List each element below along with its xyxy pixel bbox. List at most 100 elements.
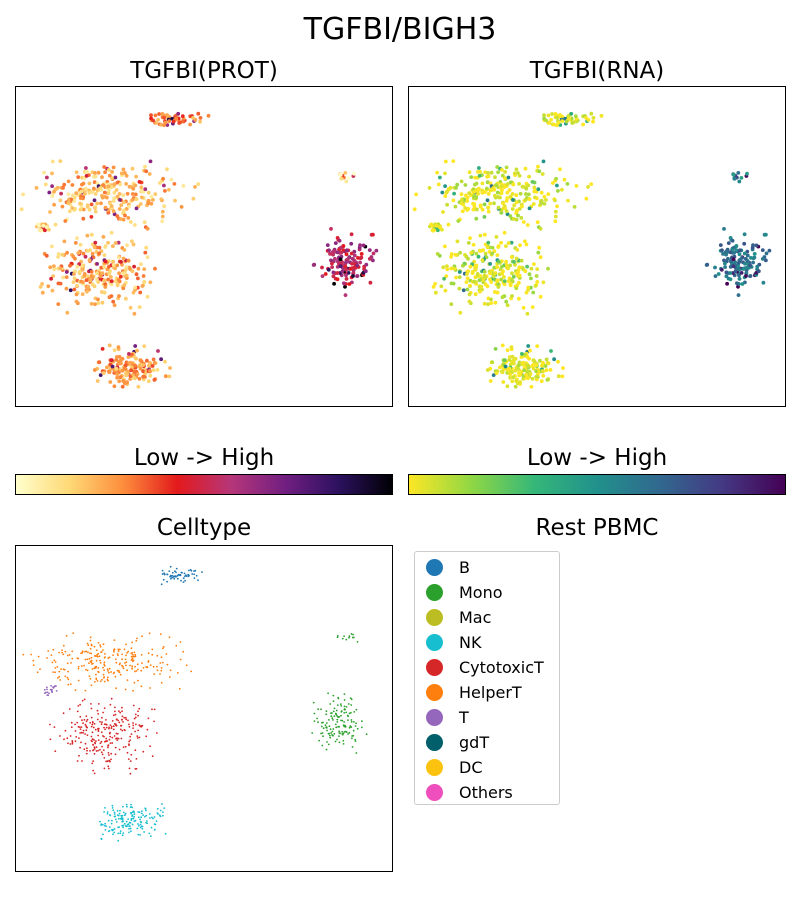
cell-point <box>138 824 140 827</box>
cell-point <box>102 649 104 651</box>
cell-point <box>89 721 92 724</box>
cell-point <box>340 714 342 717</box>
cell-point <box>91 723 94 726</box>
cell-point <box>124 745 127 748</box>
cell-point <box>167 374 172 379</box>
cell-point <box>159 673 161 675</box>
cell-point <box>86 749 88 752</box>
cell-point <box>69 683 72 685</box>
cell-point <box>541 159 546 164</box>
cell-point <box>327 248 331 253</box>
cell-point <box>68 654 71 656</box>
cell-point <box>718 243 723 248</box>
cell-point <box>124 182 128 186</box>
cell-point <box>126 669 128 672</box>
cell-point <box>473 292 478 297</box>
cell-point <box>480 207 485 212</box>
cell-point <box>757 262 762 267</box>
cell-point <box>108 754 110 756</box>
cell-point <box>120 718 123 721</box>
cell-point <box>338 735 340 737</box>
cell-point <box>100 740 103 743</box>
cell-point <box>512 203 517 208</box>
cell-point <box>117 839 120 842</box>
cell-point <box>159 197 164 202</box>
cell-point <box>500 168 504 172</box>
cell-point <box>342 281 346 286</box>
cell-point <box>128 305 133 310</box>
cell-point <box>517 173 522 178</box>
cell-point <box>156 807 159 810</box>
cell-point <box>345 638 348 641</box>
cell-point <box>62 653 65 656</box>
cell-point <box>73 241 78 245</box>
cell-point <box>78 754 80 757</box>
cell-point <box>185 575 188 577</box>
cell-point <box>86 284 91 289</box>
cell-point <box>143 164 147 169</box>
cell-point <box>469 175 474 179</box>
cell-point <box>320 265 324 270</box>
cell-point <box>107 830 110 833</box>
cell-point <box>187 575 190 578</box>
cell-point <box>341 730 344 733</box>
legend-label: Mono <box>459 583 503 602</box>
cell-point <box>505 384 510 389</box>
cell-point <box>129 739 132 741</box>
cell-point <box>100 723 103 726</box>
cell-point <box>163 573 166 576</box>
cell-point <box>159 357 164 362</box>
cell-point <box>515 283 520 288</box>
cell-point <box>344 267 348 272</box>
cell-point <box>167 119 172 123</box>
cell-point <box>337 238 342 243</box>
cell-point <box>498 195 502 200</box>
cell-point <box>749 256 753 260</box>
cell-point <box>518 243 522 248</box>
cell-point <box>103 259 108 264</box>
cell-point <box>89 750 91 752</box>
legend-marker <box>426 559 443 576</box>
cell-point <box>348 636 350 639</box>
cell-point <box>325 243 330 248</box>
cell-point <box>184 575 186 578</box>
cell-point <box>171 571 174 574</box>
cell-point <box>175 644 178 647</box>
cell-point <box>78 242 83 247</box>
cell-point <box>163 374 168 379</box>
rna-panel-title: TGFBI(RNA) <box>529 58 665 84</box>
cell-point <box>97 713 100 715</box>
cell-point <box>496 170 500 175</box>
cell-point <box>115 818 117 821</box>
cell-point <box>454 275 458 280</box>
cell-point <box>486 240 491 245</box>
cell-point <box>355 708 358 711</box>
cell-point <box>351 735 353 737</box>
cell-point <box>99 742 102 745</box>
cell-point <box>330 261 334 266</box>
legend-item: Mac <box>415 605 559 630</box>
cell-point <box>535 220 540 225</box>
cell-point <box>745 249 750 254</box>
cell-point <box>95 746 98 749</box>
cell-point <box>471 201 475 206</box>
cell-point <box>363 269 368 274</box>
cell-point <box>70 726 73 729</box>
cell-point <box>449 255 453 259</box>
cell-point <box>350 704 353 706</box>
cell-point <box>508 263 513 268</box>
cell-point <box>115 732 118 735</box>
cell-point <box>145 358 149 363</box>
cell-point <box>177 121 182 125</box>
cell-point <box>89 677 92 680</box>
cell-point <box>81 699 84 702</box>
cell-point <box>552 197 557 202</box>
cell-point <box>129 735 131 738</box>
cell-point <box>169 565 172 568</box>
cell-point <box>76 710 79 713</box>
cell-point <box>531 290 536 295</box>
cell-point <box>752 255 757 260</box>
cell-point <box>123 213 127 218</box>
cell-point <box>104 822 107 825</box>
cell-point <box>554 176 558 181</box>
